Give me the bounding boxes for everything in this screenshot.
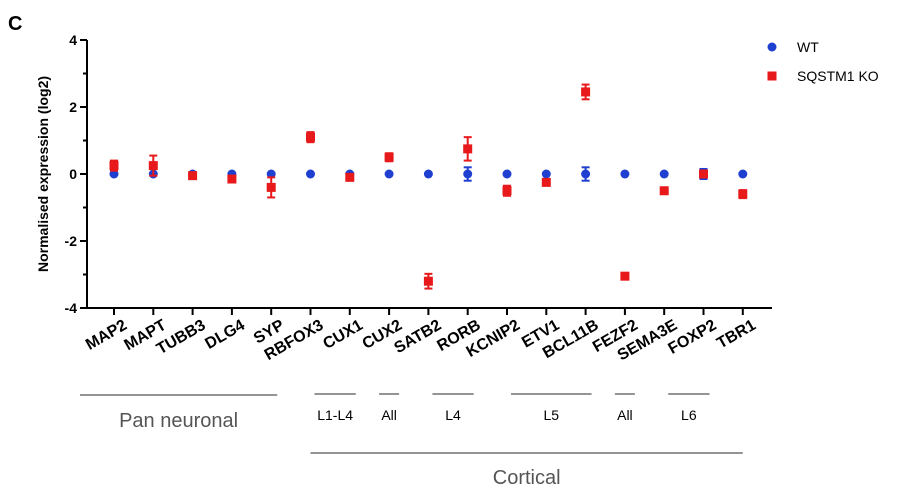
ko-point (266, 182, 276, 192)
y-tick-label: -2 (65, 233, 78, 249)
wt-point (659, 169, 669, 179)
ko-point (188, 171, 198, 181)
subgroup-label: All (381, 407, 397, 423)
ko-point (541, 177, 551, 187)
ko-point (463, 144, 473, 154)
ko-point (738, 189, 748, 199)
ko-point (345, 172, 355, 182)
ko-point (502, 186, 512, 196)
gene-groups: Pan neuronal Cortical L1-L4 All L4 L5 All L6 (80, 393, 743, 489)
ko-point (109, 161, 119, 171)
y-tick-label: 0 (69, 166, 77, 182)
subgroup-label: All (617, 407, 633, 423)
y-tick-label: 2 (69, 99, 77, 115)
y-tick-label: 4 (69, 32, 77, 48)
panel-letter: C (8, 13, 22, 35)
wt-point (266, 169, 276, 179)
x-tick-label: TBR1 (714, 317, 759, 353)
subgroup-label: L4 (445, 407, 461, 423)
x-tick-label: CUX1 (320, 317, 366, 353)
wt-point (306, 169, 315, 179)
legend-marker-wt (767, 42, 777, 52)
y-ticks: 4 2 0 -2 -4 (65, 32, 87, 316)
ko-point (581, 87, 591, 97)
subgroup-label: L1-L4 (317, 407, 353, 423)
ko-point (306, 132, 315, 142)
wt-point (738, 169, 748, 179)
wt-point (423, 169, 433, 179)
ko-point (423, 276, 433, 286)
y-tick-label: -4 (65, 300, 78, 316)
ko-point (148, 161, 158, 171)
group-label-pan-neuronal: Pan neuronal (119, 410, 238, 432)
legend-label: SQSTM1 KO (797, 68, 879, 84)
legend-label: WT (797, 39, 819, 55)
data-marks (109, 83, 748, 290)
x-tick-label: MAP2 (83, 317, 130, 354)
wt-point (502, 169, 512, 179)
wt-point (384, 169, 394, 179)
subgroup-label: L5 (544, 407, 560, 423)
wt-point (581, 169, 591, 179)
legend: WT SQSTM1 KO (767, 39, 879, 84)
wt-point (109, 169, 119, 179)
x-tick-label: DLG4 (202, 317, 248, 353)
wt-point (463, 169, 473, 179)
subgroup-label: L6 (681, 407, 697, 423)
ko-point (659, 186, 669, 196)
group-label-cortical: Cortical (493, 467, 561, 489)
wt-point (620, 169, 630, 179)
ko-point (384, 152, 394, 162)
ko-point (227, 174, 237, 184)
wt-point (541, 169, 551, 179)
ko-point (699, 169, 708, 179)
y-axis-label: Normalised expression (log2) (35, 76, 51, 272)
legend-marker-ko (767, 71, 777, 81)
ko-point (620, 271, 630, 281)
